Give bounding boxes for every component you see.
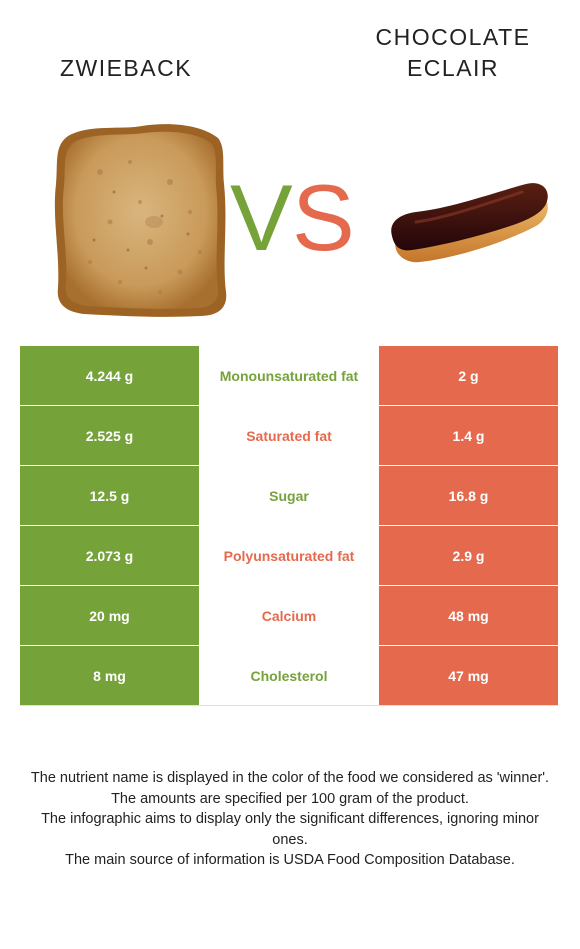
right-value: 47 mg	[379, 645, 558, 706]
left-value: 2.073 g	[20, 525, 199, 586]
left-value: 20 mg	[20, 585, 199, 646]
left-value: 8 mg	[20, 645, 199, 706]
right-food-name-line2: ECLAIR	[406, 55, 500, 81]
table-row: 20 mg Calcium 48 mg	[20, 585, 558, 646]
footnotes: The nutrient name is displayed in the co…	[28, 768, 552, 871]
zwieback-image	[54, 124, 227, 317]
table-row: 2.525 g Saturated fat 1.4 g	[20, 405, 558, 466]
right-value: 16.8 g	[379, 465, 558, 526]
nutrient-name: Sugar	[199, 465, 379, 526]
versus-logo: V S	[230, 170, 352, 260]
table-row: 12.5 g Sugar 16.8 g	[20, 465, 558, 526]
right-food-name-line1: CHOCOLATE	[375, 24, 531, 50]
note-winner: The nutrient name is displayed in the co…	[30, 770, 550, 786]
nutrient-name: Cholesterol	[199, 645, 379, 706]
table-row: 4.244 g Monounsaturated fat 2 g	[20, 346, 558, 406]
left-food-title: ZWIEBACK	[0, 53, 252, 84]
note-source: The main source of information is USDA F…	[65, 852, 515, 868]
note-differences: The infographic aims to display only the…	[41, 811, 539, 848]
right-value: 48 mg	[379, 585, 558, 646]
comparison-table: 4.244 g Monounsaturated fat 2 g 2.525 g Satu…	[20, 346, 558, 706]
right-value: 2 g	[379, 346, 558, 406]
nutrient-name: Saturated fat	[199, 405, 379, 466]
right-food-title: CHOCOLATE ECLAIR	[335, 22, 571, 84]
left-value: 4.244 g	[20, 346, 199, 406]
left-food-name: ZWIEBACK	[59, 55, 193, 81]
table-row: 2.073 g Polyunsaturated fat 2.9 g	[20, 525, 558, 586]
nutrient-name: Monounsaturated fat	[199, 346, 379, 406]
right-value: 2.9 g	[379, 525, 558, 586]
versus-v: V	[230, 170, 293, 260]
chocolate-eclair-image	[391, 183, 548, 263]
nutrient-name: Calcium	[199, 585, 379, 646]
note-amounts: The amounts are specified per 100 gram o…	[111, 790, 469, 807]
nutrient-name: Polyunsaturated fat	[199, 525, 379, 586]
left-value: 12.5 g	[20, 465, 199, 526]
versus-s: S	[292, 170, 352, 260]
left-value: 2.525 g	[20, 405, 199, 466]
table-row: 8 mg Cholesterol 47 mg	[20, 645, 558, 706]
right-value: 1.4 g	[379, 405, 558, 466]
